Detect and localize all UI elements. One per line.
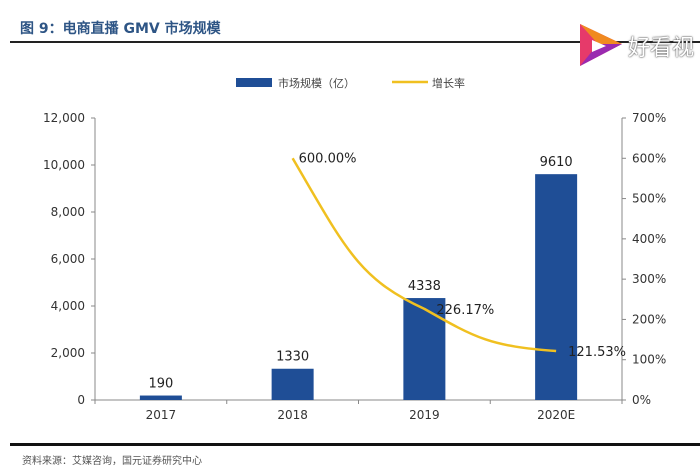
left-tick-label: 10,000 — [43, 158, 85, 172]
left-tick-label: 12,000 — [43, 111, 85, 125]
bar-2020E — [535, 174, 578, 400]
x-tick-label: 2017 — [146, 408, 177, 422]
right-tick-label: 100% — [632, 353, 666, 367]
line-label: 121.53% — [568, 345, 626, 360]
bar-label: 190 — [148, 377, 173, 392]
x-tick-label: 2019 — [409, 408, 440, 422]
x-tick-label: 2020E — [537, 408, 575, 422]
bar-label: 1330 — [276, 350, 309, 365]
bar-label: 9610 — [540, 155, 573, 170]
right-tick-label: 600% — [632, 151, 666, 165]
legend-line-label: 增长率 — [432, 76, 465, 90]
right-tick-label: 400% — [632, 232, 666, 246]
right-tick-label: 500% — [632, 192, 666, 206]
line-label: 226.17% — [436, 303, 494, 318]
bar-label: 4338 — [408, 279, 441, 294]
source-note: 资料来源：艾媒咨询，国元证券研究中心 — [22, 456, 202, 467]
right-tick-label: 300% — [632, 272, 666, 286]
legend-bar-label: 市场规模（亿） — [278, 76, 355, 90]
title-divider — [10, 41, 700, 43]
bar-2018 — [271, 368, 314, 400]
right-tick-label: 200% — [632, 312, 666, 326]
right-tick-label: 700% — [632, 111, 666, 125]
left-tick-label: 6,000 — [51, 252, 85, 266]
left-tick-label: 4,000 — [51, 299, 85, 313]
right-tick-label: 0% — [632, 393, 651, 407]
x-tick-label: 2018 — [277, 408, 308, 422]
left-tick-label: 8,000 — [51, 205, 85, 219]
watermark-logo-icon — [580, 24, 622, 66]
chart-title: 图 9：电商直播 GMV 市场规模 — [20, 21, 221, 37]
watermark-text: 好看视 — [628, 36, 695, 61]
left-tick-label: 0 — [77, 393, 85, 407]
growth-line — [291, 157, 557, 353]
chart: 0 2,000 4,000 6,000 8,000 10,000 12,000 0% 100% 2… — [43, 76, 666, 422]
bar-2017 — [139, 395, 182, 400]
line-label: 600.00% — [299, 151, 357, 166]
legend-bar-swatch — [236, 78, 272, 87]
left-tick-label: 2,000 — [51, 346, 85, 360]
bar-2019 — [403, 298, 446, 400]
footer-divider — [10, 443, 700, 446]
